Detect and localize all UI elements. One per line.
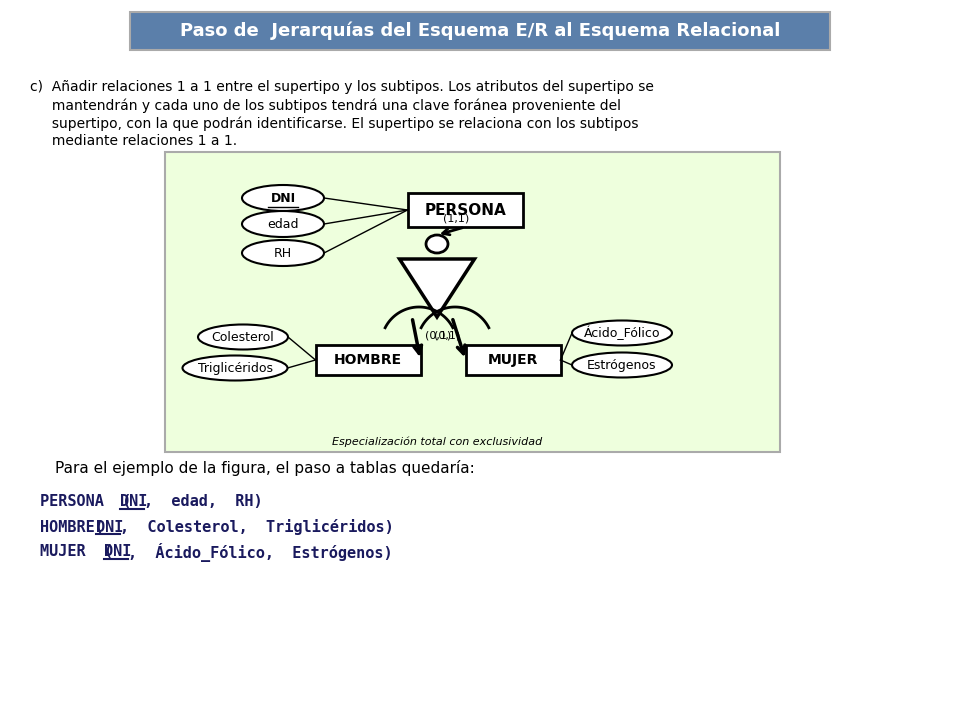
Text: PERSONA  (: PERSONA ( xyxy=(40,495,132,510)
Text: Paso de  Jerarquías del Esquema E/R al Esquema Relacional: Paso de Jerarquías del Esquema E/R al Es… xyxy=(180,22,780,40)
Text: Ácido_Fólico: Ácido_Fólico xyxy=(584,325,660,341)
Ellipse shape xyxy=(242,240,324,266)
Text: MUJER: MUJER xyxy=(488,353,539,367)
Ellipse shape xyxy=(426,235,448,253)
Text: edad: edad xyxy=(267,217,299,230)
Text: Estrógenos: Estrógenos xyxy=(588,359,657,372)
Text: RH: RH xyxy=(274,246,292,259)
Text: c)  Añadir relaciones 1 a 1 entre el supertipo y los subtipos. Los atributos del: c) Añadir relaciones 1 a 1 entre el supe… xyxy=(30,80,654,94)
FancyBboxPatch shape xyxy=(407,193,522,227)
Text: (0,1): (0,1) xyxy=(434,330,461,340)
Text: ,  Ácido_Fólico,  Estrógenos): , Ácido_Fólico, Estrógenos) xyxy=(128,542,393,562)
Text: HOMBRE: HOMBRE xyxy=(334,353,402,367)
Text: PERSONA: PERSONA xyxy=(424,202,506,217)
Text: DNI: DNI xyxy=(96,520,124,534)
Text: mediante relaciones 1 a 1.: mediante relaciones 1 a 1. xyxy=(30,134,237,148)
FancyBboxPatch shape xyxy=(466,345,561,375)
Text: Especialización total con exclusividad: Especialización total con exclusividad xyxy=(332,437,542,447)
FancyBboxPatch shape xyxy=(165,152,780,452)
Ellipse shape xyxy=(242,211,324,237)
Text: DNI: DNI xyxy=(271,192,296,204)
Ellipse shape xyxy=(572,353,672,377)
Text: ,  edad,  RH): , edad, RH) xyxy=(144,495,263,510)
Text: Colesterol: Colesterol xyxy=(211,330,275,343)
FancyBboxPatch shape xyxy=(130,12,830,50)
Text: ,  Colesterol,  Triglicéridos): , Colesterol, Triglicéridos) xyxy=(120,519,394,535)
Ellipse shape xyxy=(572,320,672,346)
Text: HOMBRE(: HOMBRE( xyxy=(40,520,104,534)
Text: DNI: DNI xyxy=(120,495,148,510)
Ellipse shape xyxy=(198,325,288,349)
Ellipse shape xyxy=(242,185,324,211)
Text: DNI: DNI xyxy=(104,544,132,559)
Text: (1,1): (1,1) xyxy=(443,213,469,223)
Text: MUJER  (: MUJER ( xyxy=(40,544,113,559)
Text: Triglicéridos: Triglicéridos xyxy=(198,361,273,374)
Ellipse shape xyxy=(182,356,287,380)
Text: (0,1): (0,1) xyxy=(425,330,452,340)
FancyBboxPatch shape xyxy=(316,345,420,375)
Polygon shape xyxy=(399,259,474,317)
Text: Para el ejemplo de la figura, el paso a tablas quedaría:: Para el ejemplo de la figura, el paso a … xyxy=(55,460,475,476)
Text: mantendrán y cada uno de los subtipos tendrá una clave foránea proveniente del: mantendrán y cada uno de los subtipos te… xyxy=(30,98,621,112)
Text: supertipo, con la que podrán identificarse. El supertipo se relaciona con los su: supertipo, con la que podrán identificar… xyxy=(30,116,638,130)
